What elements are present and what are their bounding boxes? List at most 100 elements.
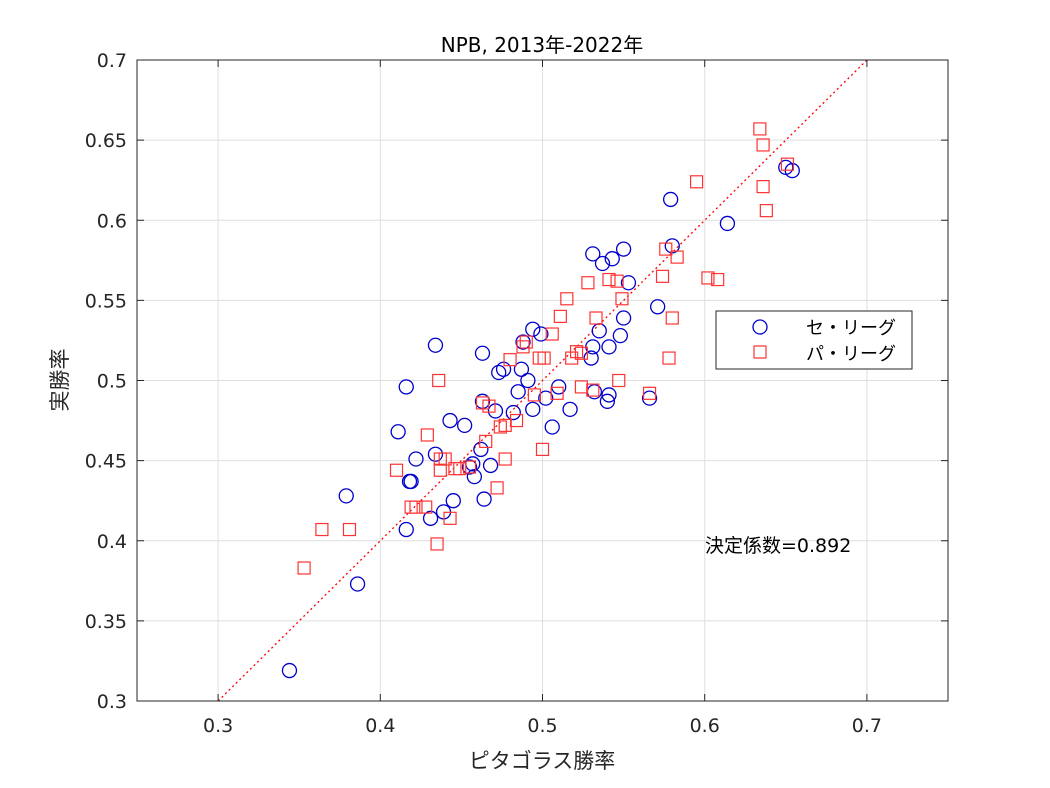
legend: セ・リーグ パ・リーグ: [715, 310, 913, 370]
pacific-league-point: [453, 462, 467, 476]
x-tick-label: 0.7: [852, 715, 882, 737]
pacific-league-point: [537, 351, 551, 365]
pacific-league-point: [433, 463, 447, 477]
pacific-league-point: [535, 442, 550, 457]
pacific-league-point: [479, 434, 493, 448]
pacific-league-point: [550, 386, 564, 400]
y-tick-label: 0.6: [97, 210, 127, 232]
pacific-league-point: [509, 413, 524, 428]
pacific-league-point: [420, 428, 434, 442]
y-tick-label: 0.55: [85, 290, 127, 312]
central-league-point: [390, 424, 406, 440]
central-league-point: [456, 417, 473, 434]
legend-label-central: セ・リーグ: [806, 318, 896, 339]
central-league-point: [476, 491, 492, 507]
central-league-point: [520, 372, 536, 389]
central-league-point: [641, 390, 658, 406]
central-league-point: [422, 510, 439, 526]
central-league-point: [620, 275, 637, 291]
pacific-league-point: [586, 383, 600, 397]
central-league-point: [491, 364, 507, 381]
pacific-league-point: [655, 269, 670, 283]
pacific-league-point: [315, 522, 329, 537]
central-league-point: [427, 446, 444, 462]
y-tick-label: 0.5: [97, 371, 127, 393]
y-tick-label: 0.4: [97, 531, 127, 553]
central-league-point: [349, 576, 366, 592]
pacific-league-point: [569, 345, 584, 359]
central-league-point: [615, 241, 632, 257]
central-league-point: [281, 662, 298, 679]
pacific-league-point: [574, 380, 589, 394]
pacific-league-point: [297, 561, 311, 575]
pacific-league-point: [432, 373, 446, 388]
central-league-point: [513, 361, 530, 377]
central-league-point: [604, 251, 620, 267]
pacific-league-point: [490, 481, 504, 495]
axis-ticks: 0.3 0.4 0.5 0.6 0.7 0.3 0.35 0.4 0.45 0.5 0.55 0.6 0…: [85, 50, 948, 737]
pacific-league-point: [780, 157, 795, 171]
y-tick-label: 0.7: [97, 50, 127, 72]
x-tick-label: 0.6: [690, 715, 720, 737]
central-league-point: [461, 459, 478, 475]
central-league-point: [408, 451, 424, 467]
pacific-league-point: [389, 463, 404, 477]
central-league-point: [650, 299, 666, 315]
pacific-league-point: [689, 175, 704, 189]
fit-line-group: [217, 59, 868, 702]
pacific-league-point: [581, 276, 595, 290]
central-league-point: [482, 457, 499, 474]
pacific-league-point: [462, 460, 477, 474]
pacific-league-point: [545, 327, 559, 341]
data-points: [281, 122, 800, 679]
pacific-league-point: [670, 250, 684, 264]
pacific-league-point: [711, 272, 725, 287]
central-league-point: [594, 255, 611, 272]
central-league-point: [533, 326, 549, 342]
pacific-league-point: [642, 386, 657, 400]
central-league-point: [525, 401, 541, 417]
central-league-point: [544, 419, 560, 435]
pacific-league-point: [574, 346, 589, 360]
pacific-league-point: [589, 311, 603, 325]
legend-label-pacific: パ・リーグ: [806, 344, 896, 365]
pacific-league-point: [482, 399, 496, 413]
pacific-league-point: [519, 335, 533, 349]
y-tick-label: 0.45: [85, 451, 127, 473]
central-league-point: [505, 404, 521, 421]
pacific-league-point: [498, 452, 512, 466]
central-league-point: [612, 327, 629, 344]
central-league-point: [445, 493, 461, 509]
central-league-point: [427, 337, 444, 353]
pacific-league-point: [419, 500, 433, 514]
y-axis-label: 実勝率: [48, 349, 72, 412]
x-axis-label: ピタゴラス勝率: [469, 749, 616, 773]
pacific-league-point: [498, 418, 512, 432]
legend-box: [715, 310, 913, 370]
central-league-point: [599, 393, 616, 409]
central-league-point: [474, 345, 491, 361]
central-league-point: [601, 387, 617, 403]
central-league-point: [398, 521, 414, 538]
central-league-point: [338, 488, 354, 504]
pacific-league-point: [615, 292, 629, 306]
pacific-league-point: [602, 272, 616, 287]
central-league-point: [398, 379, 414, 395]
pacific-league-point: [759, 204, 773, 218]
pacific-league-point: [342, 522, 357, 537]
chart-title: NPB, 2013年-2022年: [441, 33, 643, 57]
pacific-league-point: [553, 309, 567, 323]
central-league-point: [515, 334, 531, 350]
central-league-point: [562, 401, 578, 417]
pacific-league-point: [756, 138, 770, 152]
legend-marker-circle: [752, 319, 768, 335]
central-league-point: [538, 390, 554, 406]
legend-marker-square: [753, 345, 767, 359]
pacific-league-point: [443, 511, 457, 525]
central-league-point: [585, 246, 601, 262]
pacific-league-point: [493, 420, 507, 434]
central-league-point: [615, 310, 632, 326]
pacific-league-point: [665, 311, 679, 325]
pacific-league-point: [527, 388, 541, 402]
pacific-league-point: [756, 179, 770, 194]
